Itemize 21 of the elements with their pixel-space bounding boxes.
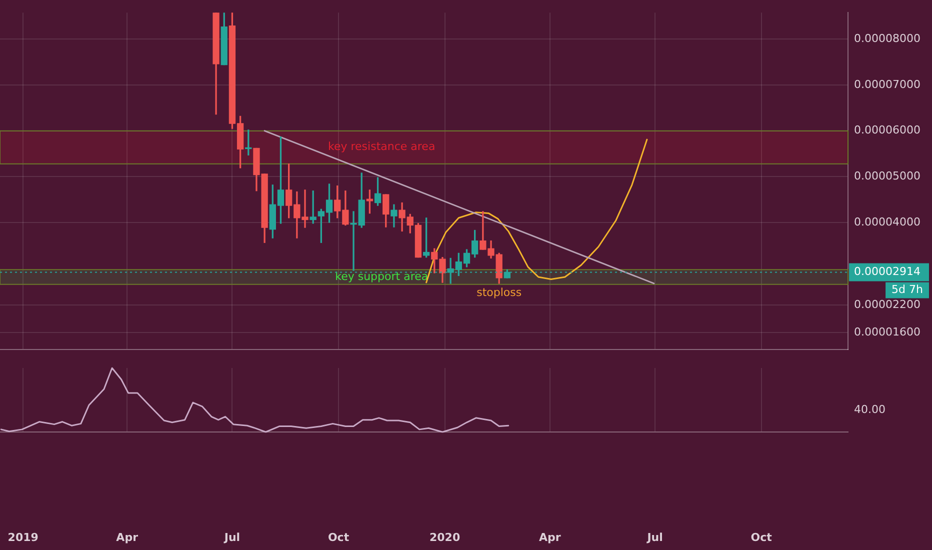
y-tick-label: 0.00001600 [854,325,920,338]
y-tick-label: 0.00006000 [854,124,920,137]
y-tick-label: 0.00004000 [854,215,920,228]
y-tick-label: 0.00005000 [854,170,920,183]
ref-line-label: 0.00002914 [854,265,920,278]
x-tick-label: Oct [750,530,772,544]
band-label: key support area [335,270,428,283]
x-tick-label: Apr [116,530,139,544]
band-label: key resistance area [328,140,436,154]
x-tick-label: 2019 [8,530,38,544]
text: 40.00 [854,403,886,416]
y-tick-label: 0.00002200 [854,298,920,311]
text: 5d 7h [892,283,924,296]
x-tick-label: Jul [646,530,663,544]
x-tick-label: Jul [223,530,240,544]
y-tick-label: 0.00008000 [854,32,920,46]
annotation: stoploss [476,286,522,299]
x-tick-label: Apr [539,530,562,544]
y-tick-label: 0.00007000 [854,78,920,91]
x-tick-label: Oct [328,530,350,544]
x-tick-label: 2020 [429,530,460,544]
